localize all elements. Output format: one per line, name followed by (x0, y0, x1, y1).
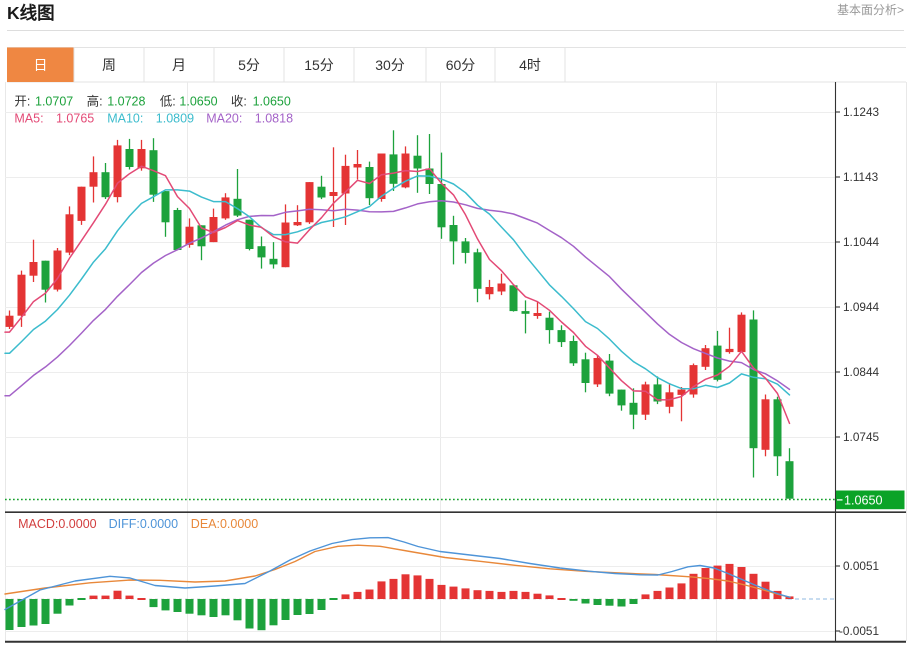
svg-text:低:: 低: (160, 94, 176, 108)
svg-text:DEA:0.0000: DEA:0.0000 (191, 517, 258, 531)
svg-text:0.0051: 0.0051 (843, 559, 879, 573)
svg-text:1.0809: 1.0809 (156, 111, 194, 125)
svg-text:DIFF:0.0000: DIFF:0.0000 (109, 517, 179, 531)
svg-text:1.0745: 1.0745 (843, 430, 880, 444)
svg-text:1.0650: 1.0650 (253, 94, 291, 108)
svg-text:15分: 15分 (304, 57, 334, 73)
svg-text:1.1044: 1.1044 (843, 235, 880, 249)
svg-text:60分: 60分 (446, 57, 476, 73)
svg-text:4时: 4时 (519, 57, 541, 73)
svg-text:MA5:: MA5: (14, 111, 43, 125)
svg-text:1.0765: 1.0765 (56, 111, 94, 125)
svg-text:1.1143: 1.1143 (843, 170, 879, 184)
svg-text:MACD:0.0000: MACD:0.0000 (18, 517, 97, 531)
svg-text:1.0818: 1.0818 (255, 111, 293, 125)
svg-text:MA10:: MA10: (107, 111, 143, 125)
svg-text:开:: 开: (14, 94, 30, 108)
svg-text:日: 日 (34, 57, 48, 73)
svg-text:30分: 30分 (375, 57, 405, 73)
svg-text:MA20:: MA20: (206, 111, 242, 125)
svg-text:月: 月 (172, 57, 186, 73)
svg-text:1.0650: 1.0650 (179, 94, 217, 108)
svg-text:1.0707: 1.0707 (35, 94, 73, 108)
svg-text:1.0728: 1.0728 (107, 94, 145, 108)
svg-text:1.0844: 1.0844 (843, 365, 880, 379)
svg-text:K线图: K线图 (7, 3, 55, 23)
svg-text:1.0650: 1.0650 (844, 494, 883, 508)
svg-text:1.0944: 1.0944 (843, 300, 880, 314)
svg-text:1.1243: 1.1243 (843, 105, 880, 119)
svg-text:基本面分析>: 基本面分析> (837, 3, 904, 17)
svg-text:5分: 5分 (238, 57, 260, 73)
svg-text:-0.0051: -0.0051 (839, 624, 879, 638)
svg-text:高:: 高: (87, 93, 103, 108)
svg-text:周: 周 (102, 57, 116, 73)
svg-text:收:: 收: (231, 94, 247, 108)
